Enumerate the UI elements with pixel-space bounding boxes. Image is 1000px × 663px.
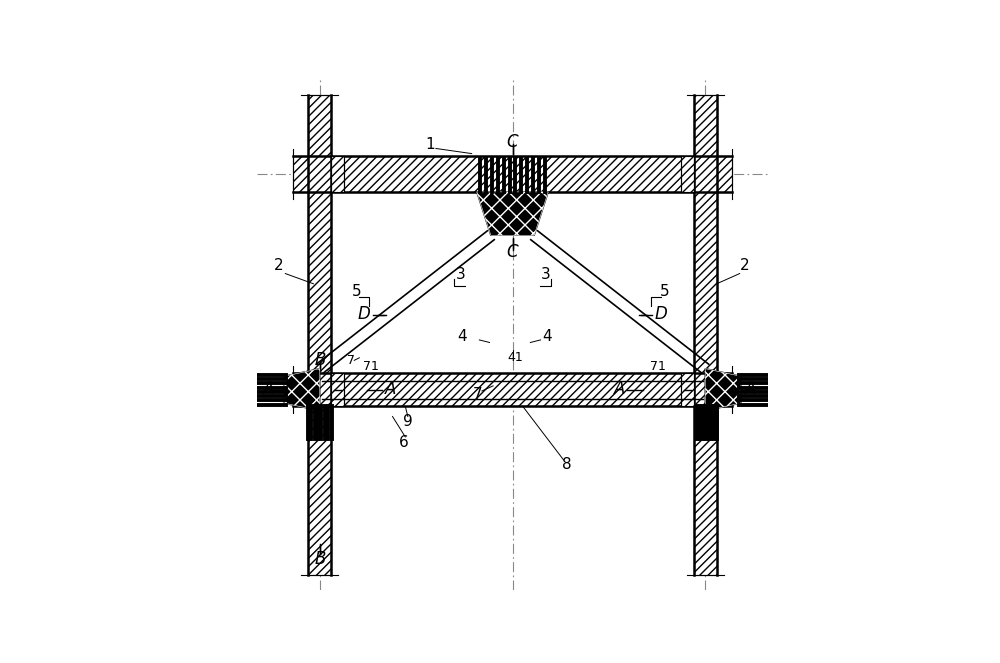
Text: 4: 4 bbox=[542, 329, 552, 344]
Text: D: D bbox=[358, 305, 370, 324]
Text: C: C bbox=[507, 133, 518, 151]
Text: 4: 4 bbox=[457, 329, 467, 344]
Bar bbox=[331, 156, 344, 192]
Text: B: B bbox=[314, 550, 325, 568]
Polygon shape bbox=[477, 192, 548, 235]
Text: 71: 71 bbox=[363, 360, 379, 373]
Bar bbox=[681, 373, 694, 406]
Text: 2: 2 bbox=[274, 259, 284, 273]
Text: 7: 7 bbox=[347, 354, 355, 367]
Text: 3: 3 bbox=[541, 267, 550, 282]
Text: 5: 5 bbox=[352, 284, 361, 300]
Text: D: D bbox=[655, 305, 667, 324]
Text: 1: 1 bbox=[426, 137, 435, 152]
Text: A: A bbox=[745, 380, 757, 398]
Bar bbox=[293, 156, 732, 192]
Text: 2: 2 bbox=[740, 259, 749, 273]
Bar bbox=[694, 95, 717, 575]
Text: 7: 7 bbox=[473, 387, 483, 402]
Text: A: A bbox=[613, 380, 625, 398]
Bar bbox=[331, 373, 344, 406]
Text: A: A bbox=[263, 380, 275, 398]
Text: 6: 6 bbox=[399, 434, 409, 450]
Text: 3: 3 bbox=[456, 267, 466, 282]
Bar bbox=[681, 156, 694, 192]
Text: 41: 41 bbox=[507, 351, 523, 364]
Text: 8: 8 bbox=[562, 457, 572, 472]
Text: 9: 9 bbox=[403, 414, 412, 429]
Polygon shape bbox=[705, 369, 741, 411]
Text: B: B bbox=[314, 351, 325, 369]
Polygon shape bbox=[284, 369, 320, 411]
Text: A: A bbox=[385, 380, 396, 398]
Bar bbox=[293, 373, 732, 406]
Text: 71: 71 bbox=[650, 360, 666, 373]
Text: C: C bbox=[507, 243, 518, 261]
Text: 5: 5 bbox=[660, 284, 669, 300]
Bar bbox=[308, 95, 331, 575]
